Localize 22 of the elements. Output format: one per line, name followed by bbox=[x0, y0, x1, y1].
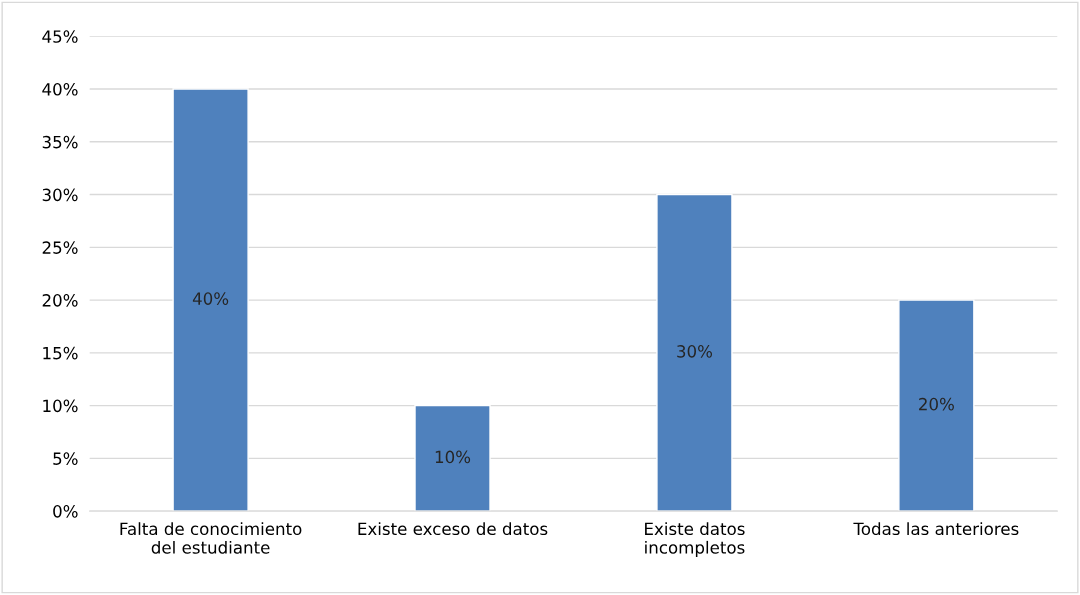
data-label: 20% bbox=[919, 397, 954, 411]
data-label: 10% bbox=[435, 450, 471, 464]
bar bbox=[656, 193, 733, 512]
y-tick-label: 20% bbox=[42, 294, 78, 307]
y-tick-label: 40% bbox=[42, 83, 78, 96]
y-tick-label: 25% bbox=[42, 241, 78, 254]
bar bbox=[172, 88, 249, 512]
y-tick-label: 0% bbox=[53, 505, 78, 518]
y-tick-label: 30% bbox=[42, 188, 78, 202]
data-label: 30% bbox=[677, 345, 713, 358]
y-tick-label: 5% bbox=[53, 452, 78, 465]
y-tick-label: 15% bbox=[43, 346, 78, 360]
x-tick-label: Todas las anteriores bbox=[853, 522, 1019, 536]
bar bbox=[414, 404, 491, 512]
y-tick-label: 35% bbox=[42, 135, 78, 149]
y-tick-label: 45% bbox=[42, 30, 78, 43]
x-tick-label: Existe exceso de datos bbox=[358, 522, 548, 536]
y-tick-label: 10% bbox=[43, 399, 78, 413]
x-tick-label: Existe datos incompletos bbox=[645, 522, 745, 558]
data-label: 40% bbox=[192, 292, 229, 305]
x-tick-label: Falta de conocimiento del estudiante bbox=[120, 522, 302, 554]
bar bbox=[898, 299, 975, 512]
